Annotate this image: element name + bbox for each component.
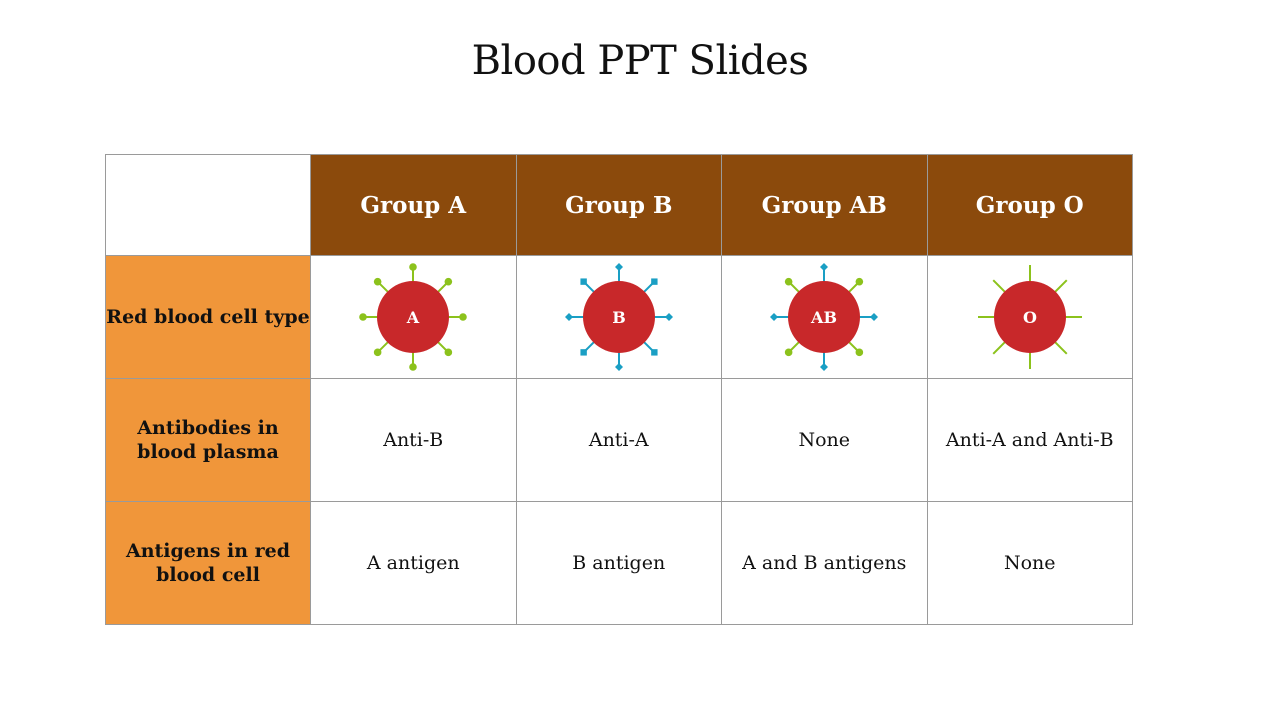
antigen-spike	[992, 279, 1007, 294]
corner-cell	[105, 154, 311, 256]
group-o-header: Group O	[926, 154, 1133, 256]
slide-title: Blood PPT Slides	[471, 38, 809, 84]
row-label-antigens: Antigens in red blood cell	[105, 501, 311, 625]
table-row-antibodies: Antibodies in blood plasma Anti-B Anti-A…	[105, 378, 1133, 502]
antigen-b-marker	[664, 313, 673, 321]
antigen-a-marker	[409, 263, 418, 271]
antibodies-a: Anti-B	[310, 378, 517, 502]
blood-cell-b-icon: B	[564, 263, 673, 371]
group-a-header: Group A	[310, 154, 517, 256]
antigen-b-marker	[820, 263, 829, 271]
antigen-b-marker	[650, 349, 658, 356]
antigen-spike	[992, 340, 1007, 355]
antigens-o: None	[926, 501, 1133, 625]
cell-type-ab: AB	[721, 255, 928, 379]
cell-type-o: O	[926, 255, 1133, 379]
antigens-a: A antigen	[310, 501, 517, 625]
antigen-a-marker	[359, 313, 368, 321]
antigen-a-marker	[444, 277, 453, 286]
antigen-a-marker	[374, 277, 382, 286]
cell-type-a: A	[310, 255, 517, 379]
antigen-b-marker	[820, 363, 829, 371]
blood-cell-ab-icon: AB	[770, 263, 879, 371]
blood-cell-o-icon: O	[977, 265, 1082, 369]
antigen-a-marker	[855, 348, 864, 357]
antigen-b-marker	[770, 313, 779, 321]
antibodies-b: Anti-A	[515, 378, 722, 502]
antigen-a-marker	[459, 313, 468, 321]
antigen-a-marker	[444, 348, 453, 357]
table-row-cell-type: Red blood cell type A B AB	[105, 255, 1133, 379]
antigen-b-marker	[614, 363, 623, 371]
antigen-b-marker	[580, 278, 587, 285]
antigen-a-marker	[785, 277, 793, 286]
cell-letter: AB	[810, 308, 837, 327]
antibodies-o: Anti-A and Anti-B	[926, 378, 1133, 502]
antigen-a-marker	[855, 277, 864, 286]
antigens-b: B antigen	[515, 501, 722, 625]
group-b-header: Group B	[515, 154, 722, 256]
cell-type-b: B	[515, 255, 722, 379]
antigen-b-marker	[870, 313, 879, 321]
cell-letter: O	[1023, 308, 1037, 327]
antigen-b-marker	[564, 313, 573, 321]
antigen-b-marker	[650, 278, 658, 285]
cell-letter: A	[406, 308, 420, 327]
header-row: Group A Group B Group AB Group O	[105, 154, 1133, 256]
row-label-cell-type: Red blood cell type	[105, 255, 311, 379]
antigen-a-marker	[374, 348, 382, 357]
antigens-ab: A and B antigens	[721, 501, 928, 625]
blood-group-table: Group A Group B Group AB Group O Red blo…	[105, 154, 1133, 625]
antigen-b-marker	[580, 349, 587, 356]
group-ab-header: Group AB	[721, 154, 928, 256]
table-row-antigens: Antigens in red blood cell A antigen B a…	[105, 501, 1133, 625]
antigen-a-marker	[409, 363, 418, 371]
row-label-antibodies: Antibodies in blood plasma	[105, 378, 311, 502]
blood-cell-a-icon: A	[359, 263, 468, 371]
antigen-a-marker	[785, 348, 793, 357]
antibodies-ab: None	[721, 378, 928, 502]
antigen-spike	[1053, 340, 1068, 355]
cell-letter: B	[612, 308, 626, 327]
antigen-spike	[1053, 279, 1068, 294]
antigen-b-marker	[614, 263, 623, 271]
